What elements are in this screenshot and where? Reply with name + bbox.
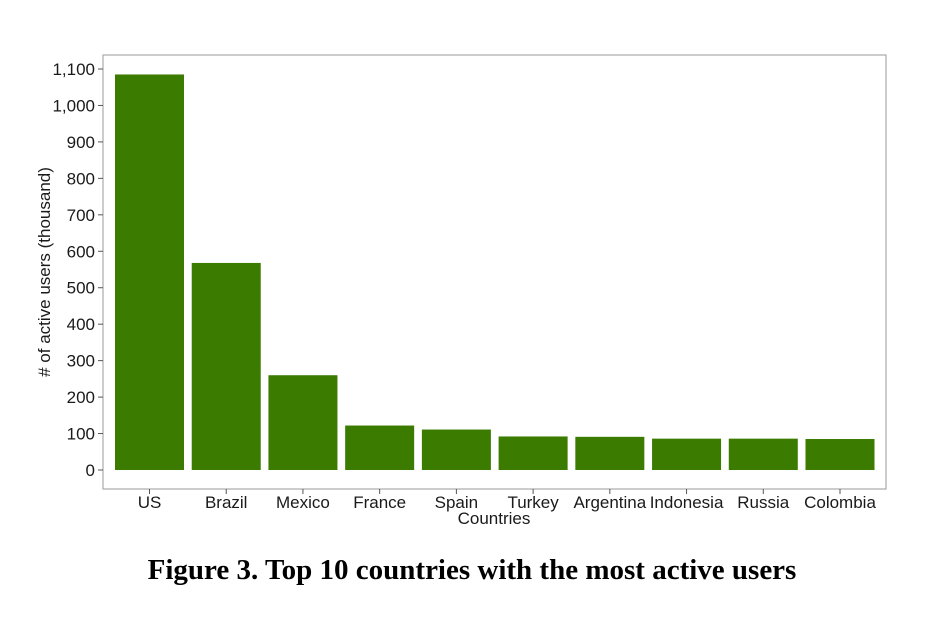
y-tick-label: 300 bbox=[67, 352, 95, 371]
bar-turkey bbox=[498, 436, 568, 470]
y-tick-label: 1,100 bbox=[52, 60, 95, 79]
y-tick-label: 900 bbox=[67, 133, 95, 152]
bar-chart: 0 100 200 300 400 500 600 700 800 900 1,000 1,100 U… bbox=[35, 54, 887, 528]
y-tick-label: 0 bbox=[86, 461, 95, 480]
bar-indonesia bbox=[652, 438, 722, 470]
y-tick-label: 1,000 bbox=[52, 96, 95, 115]
bar-colombia bbox=[805, 439, 875, 470]
y-tick-label: 500 bbox=[67, 279, 95, 298]
y-tick-label: 800 bbox=[67, 169, 95, 188]
bar-russia bbox=[728, 438, 798, 470]
y-tick-label: 400 bbox=[67, 315, 95, 334]
x-tick-label: Indonesia bbox=[650, 493, 724, 512]
x-tick-label: Colombia bbox=[804, 493, 876, 512]
x-axis: US Brazil Mexico France Spain Turkey Argentina… bbox=[138, 489, 876, 512]
x-tick-label: Brazil bbox=[205, 493, 248, 512]
bar-brazil bbox=[191, 262, 261, 470]
bars bbox=[115, 74, 875, 470]
bar-france bbox=[345, 425, 415, 470]
y-tick-label: 700 bbox=[67, 206, 95, 225]
x-tick-label: France bbox=[353, 493, 406, 512]
y-tick-label: 100 bbox=[67, 425, 95, 444]
bar-mexico bbox=[268, 375, 338, 470]
x-tick-label: Argentina bbox=[573, 493, 646, 512]
x-tick-label: US bbox=[138, 493, 162, 512]
x-tick-label: Mexico bbox=[276, 493, 330, 512]
x-tick-label: Turkey bbox=[507, 493, 559, 512]
bar-argentina bbox=[575, 436, 645, 470]
figure-caption: Figure 3. Top 10 countries with the most… bbox=[147, 554, 797, 586]
x-tick-label: Russia bbox=[737, 493, 790, 512]
y-axis: 0 100 200 300 400 500 600 700 800 900 1,000 1,100 bbox=[52, 60, 103, 480]
y-tick-label: 600 bbox=[67, 242, 95, 261]
y-axis-title: # of active users (thousand) bbox=[35, 167, 54, 377]
y-tick-label: 200 bbox=[67, 388, 95, 407]
bar-us bbox=[115, 74, 184, 470]
plot-frame bbox=[102, 54, 887, 490]
bar-spain bbox=[421, 429, 491, 470]
x-axis-title: Countries bbox=[458, 509, 531, 528]
x-tick-label: Spain bbox=[435, 493, 478, 512]
